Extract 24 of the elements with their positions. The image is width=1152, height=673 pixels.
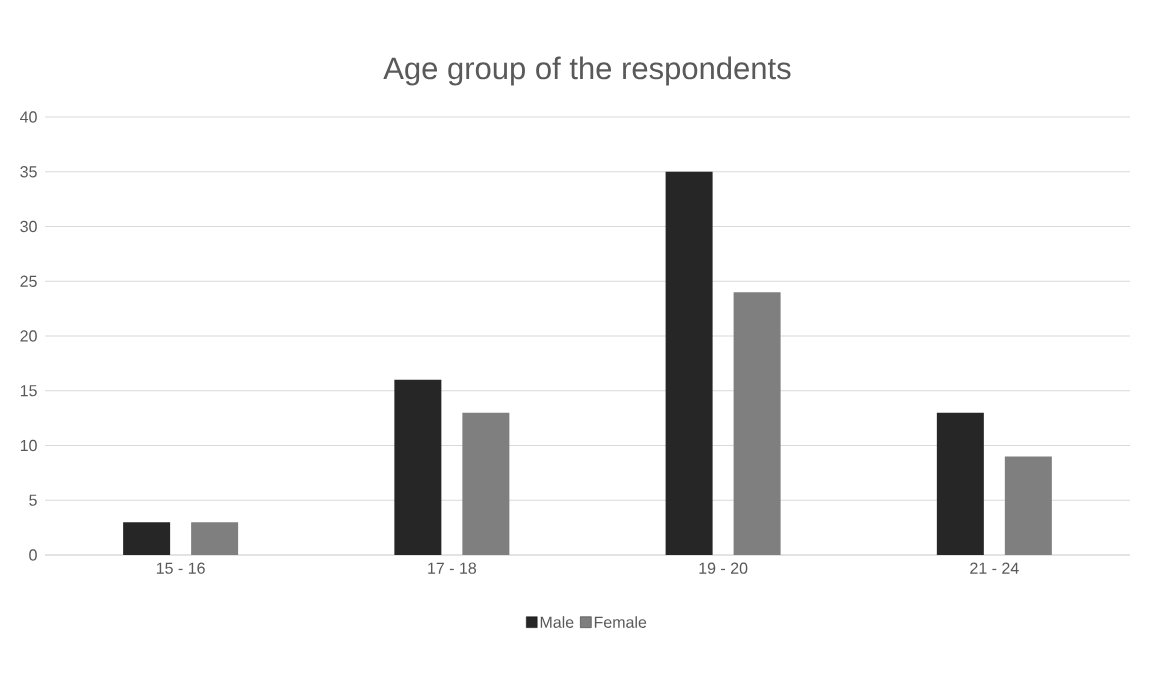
y-tick-label: 30 [20,220,37,233]
bar [462,412,510,556]
bar [733,292,781,556]
legend-label: Female [594,616,647,628]
bar [1004,456,1052,556]
y-tick-label: 35 [20,166,37,178]
y-tick-label: 20 [20,330,37,342]
bar [936,412,984,556]
bar [191,522,239,556]
y-tick-label: 15 [20,385,37,397]
x-tick-label: 15 - 16 [156,562,205,574]
y-tick-label: 40 [20,111,37,123]
x-tick-label: 17 - 18 [428,562,477,574]
x-tick-label: 21 - 24 [970,562,1019,574]
x-tick-label: 19 - 20 [699,562,748,574]
y-tick-label: 10 [20,439,37,452]
chart-title: Age group of the respondents [383,56,791,86]
bar [394,379,442,556]
bar [123,522,171,556]
y-tick-label: 0 [29,549,37,561]
y-tick-label: 5 [29,494,37,506]
y-tick-label: 25 [20,275,37,287]
bar [665,171,713,556]
legend-label: Male [540,616,574,628]
